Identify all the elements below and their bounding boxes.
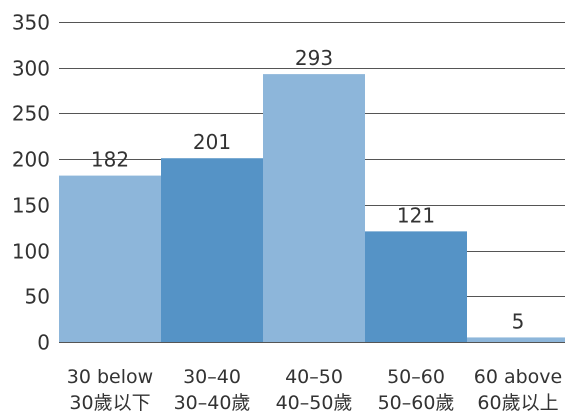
y-tick-label-100: 100: [12, 240, 50, 264]
bar-3: [263, 74, 365, 342]
y-tick-label-300: 300: [12, 57, 50, 81]
category-label-2-line1: 30–40: [183, 366, 241, 388]
category-label-5-line2: 60歲以上: [477, 392, 558, 414]
y-tick-label-350: 350: [12, 11, 50, 35]
y-tick-label-150: 150: [12, 194, 50, 218]
x-axis-category-labels: 30 below 30歲以下 30–40 30–40歲 40–50 40–50歲 50–60…: [67, 366, 562, 414]
category-label-5-line1: 60 above: [474, 366, 562, 388]
data-label-5: 5: [512, 309, 525, 333]
y-tick-label-0: 0: [37, 331, 50, 355]
bar-4: [365, 231, 467, 342]
data-labels: 182 201 293 121 5: [91, 46, 524, 333]
y-tick-label-200: 200: [12, 148, 50, 172]
data-label-1: 182: [91, 148, 129, 172]
y-tick-label-50: 50: [25, 285, 50, 309]
data-label-2: 201: [193, 130, 231, 154]
y-axis-tick-labels: 0 50 100 150 200 250 300 350: [12, 11, 50, 355]
category-label-3-line1: 40–50: [285, 366, 343, 388]
category-label-1-line1: 30 below: [67, 366, 153, 388]
category-label-1-line2: 30歲以下: [69, 392, 150, 414]
category-label-4-line1: 50–60: [387, 366, 445, 388]
bar-5: [467, 337, 565, 342]
bar-2: [161, 158, 263, 342]
data-label-3: 293: [295, 46, 333, 70]
data-label-4: 121: [397, 203, 435, 227]
category-label-3-line2: 40–50歲: [276, 392, 353, 414]
category-label-2-line2: 30–40歲: [174, 392, 251, 414]
category-label-4-line2: 50–60歲: [378, 392, 455, 414]
bar-1: [59, 175, 161, 342]
bars: [59, 74, 565, 342]
y-tick-label-250: 250: [12, 102, 50, 126]
